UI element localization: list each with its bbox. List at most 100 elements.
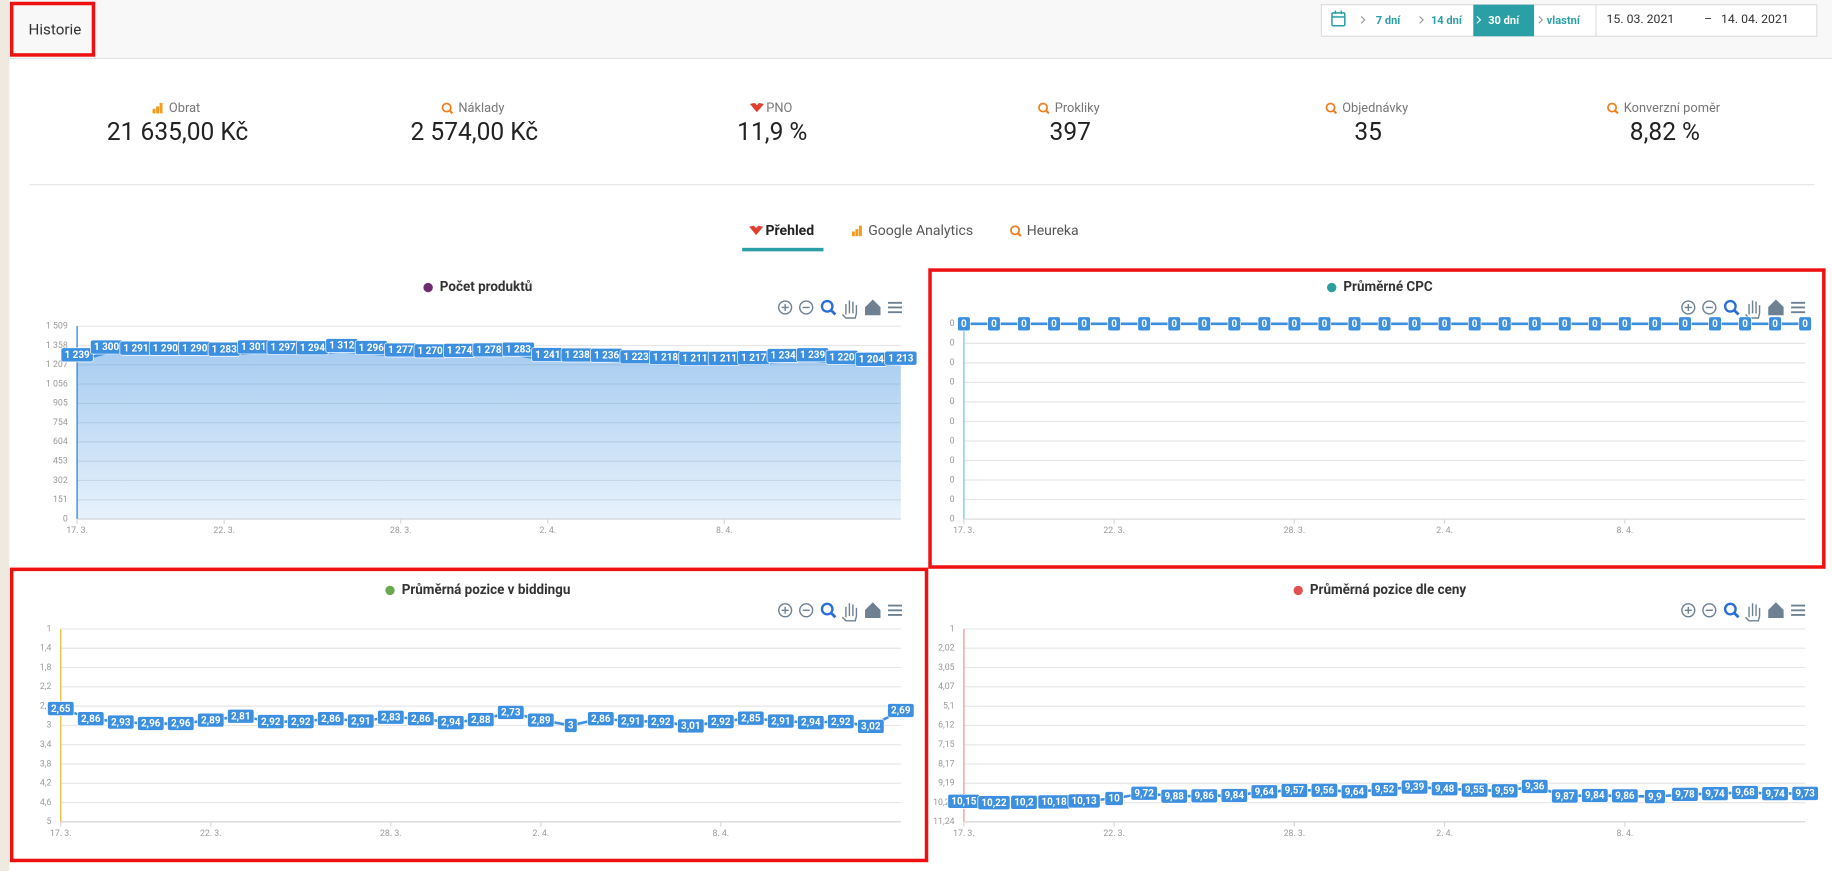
x-tick-label: 8. 4. — [712, 829, 729, 839]
reset-zoom[interactable] — [865, 299, 881, 316]
kpi-icon — [1017, 232, 1022, 237]
data-label-text: 10,13 — [1071, 796, 1097, 807]
reset-zoom[interactable] — [1768, 602, 1784, 618]
data-label-text: 9,68 — [1735, 788, 1755, 799]
preset-button[interactable]: vlastní — [1547, 14, 1581, 27]
pan[interactable] — [841, 300, 858, 319]
data-label-bg — [1370, 782, 1399, 797]
data-label-text: 0 — [1141, 319, 1147, 330]
data-label-bg — [1761, 786, 1789, 801]
data-label-bg — [167, 716, 195, 731]
data-label: 2,86 — [587, 711, 615, 727]
zoom-out[interactable] — [1702, 603, 1717, 618]
tab[interactable]: Heureka — [1027, 223, 1079, 239]
reset-zoom[interactable] — [865, 602, 881, 618]
data-label-text: 10,18 — [1041, 797, 1067, 808]
preset-button[interactable]: 7 dní — [1376, 14, 1402, 27]
data-label: 1 234 — [766, 348, 800, 363]
y-tick-label: 604 — [53, 437, 68, 447]
data-label: 2,86 — [77, 711, 105, 727]
data-label: 0 — [1708, 316, 1722, 332]
data-label: 1 217 — [737, 350, 771, 366]
date-from[interactable]: 15. 03. 2021 — [1607, 12, 1675, 26]
data-label: 1 283 — [207, 341, 241, 357]
y-tick-label: 3,4 — [40, 740, 52, 750]
y-tick-label: 4,07 — [938, 682, 955, 692]
selection-zoom[interactable] — [1723, 602, 1740, 619]
zoom-in[interactable] — [1681, 603, 1696, 618]
y-tick-label: 8,17 — [938, 759, 955, 769]
data-label-bg — [767, 713, 795, 729]
data-label-text: 2,94 — [801, 718, 821, 729]
menu[interactable] — [1791, 604, 1806, 616]
data-label-text: 0 — [1502, 319, 1508, 330]
data-label-bg — [1250, 784, 1278, 800]
x-tick-label: 2. 4. — [532, 829, 549, 839]
pan[interactable] — [1745, 603, 1761, 622]
preset-button[interactable]: 30 dní — [1488, 14, 1520, 27]
pan[interactable] — [841, 603, 858, 622]
zoom-in[interactable] — [1681, 300, 1696, 315]
x-tick-label: 17. 3. — [953, 829, 975, 839]
kpi-icon — [1614, 109, 1619, 115]
selection-zoom[interactable] — [1723, 299, 1740, 316]
y-tick-label: 0 — [950, 358, 955, 368]
data-label-text: 2,86 — [321, 714, 341, 725]
y-tick-label: 3,8 — [40, 759, 52, 769]
kpi-label: Náklady — [458, 101, 504, 116]
data-label: 0 — [1738, 316, 1752, 332]
zoom-in[interactable] — [778, 603, 793, 618]
data-label: 0 — [1107, 316, 1121, 332]
zoom-out[interactable] — [799, 300, 814, 315]
x-tick-label: 28. 3. — [1284, 829, 1306, 839]
y-tick-label: 6,12 — [938, 721, 955, 731]
zoom-out[interactable] — [799, 603, 814, 618]
data-label-text: 2,91 — [771, 716, 791, 727]
data-label-text: 3,01 — [681, 721, 701, 732]
data-label-bg — [887, 703, 915, 718]
data-label: 2,89 — [527, 712, 555, 728]
data-label-text: 0 — [1352, 319, 1358, 330]
data-label: 2,92 — [827, 714, 855, 729]
data-label-text: 1 241 — [535, 350, 560, 361]
x-tick-label: 28. 3. — [380, 829, 402, 839]
kpi-icon — [1332, 109, 1338, 115]
data-label: 2,89 — [197, 712, 225, 728]
data-label: 0 — [1528, 316, 1542, 332]
x-tick-label: 17. 3. — [50, 829, 72, 839]
data-label: 0 — [1798, 316, 1812, 332]
data-label-text: 1 296 — [359, 343, 385, 354]
icon-part — [865, 602, 881, 618]
tab[interactable]: Přehled — [766, 223, 815, 239]
data-label-bg — [527, 712, 555, 728]
data-label-text: 0 — [1231, 319, 1237, 330]
data-label-text: 1 290 — [153, 344, 179, 355]
data-label-text: 0 — [1682, 319, 1688, 330]
data-label-text: 2,94 — [441, 718, 461, 729]
zoom-in[interactable] — [778, 300, 793, 315]
date-to[interactable]: 14. 04. 2021 — [1721, 12, 1789, 26]
data-label-text: 0 — [1081, 319, 1087, 330]
data-label-text: 0 — [1021, 319, 1027, 330]
calendar-icon[interactable] — [1331, 10, 1346, 27]
selection-zoom[interactable] — [820, 602, 837, 619]
menu[interactable] — [1791, 301, 1806, 314]
menu[interactable] — [887, 604, 902, 616]
zoom-out[interactable] — [1702, 300, 1717, 315]
menu[interactable] — [887, 301, 902, 314]
data-label-text: 9,73 — [1795, 789, 1815, 800]
preset-button[interactable]: 14 dní — [1431, 14, 1463, 27]
selection-zoom[interactable] — [820, 299, 837, 316]
reset-zoom[interactable] — [1768, 299, 1784, 316]
data-label-text: 10,22 — [981, 798, 1007, 809]
pan[interactable] — [1745, 300, 1761, 319]
data-label: 9,55 — [1461, 782, 1489, 798]
data-label-text: 9,64 — [1255, 787, 1275, 798]
tab[interactable]: Google Analytics — [868, 223, 973, 239]
data-label-text: 2,92 — [651, 717, 671, 728]
x-tick-label: 22. 3. — [213, 526, 235, 536]
data-label: 10,22 — [977, 795, 1011, 811]
highlight-box — [9, 1, 96, 57]
y-tick-label: 0 — [63, 514, 68, 524]
data-label: 1 294 — [295, 340, 329, 356]
